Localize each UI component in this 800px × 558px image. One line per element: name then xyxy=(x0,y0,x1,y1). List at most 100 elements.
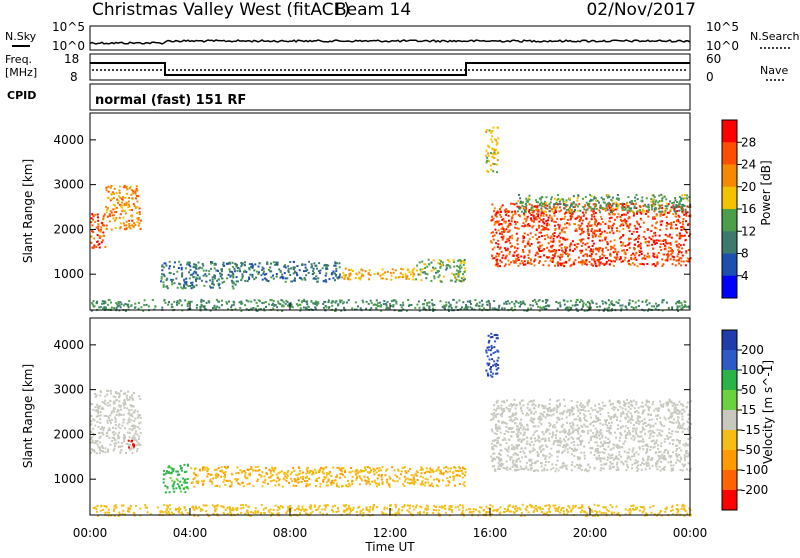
heatmap-cell xyxy=(429,485,431,487)
heatmap-cell xyxy=(438,276,440,278)
heatmap-cell xyxy=(164,299,166,301)
heatmap-cell xyxy=(293,470,295,472)
heatmap-cell xyxy=(242,482,244,484)
heatmap-cell xyxy=(681,211,683,213)
heatmap-cell xyxy=(250,466,252,468)
heatmap-cell xyxy=(136,218,138,220)
heatmap-cell xyxy=(577,205,579,207)
heatmap-cell xyxy=(228,274,230,276)
heatmap-cell xyxy=(491,345,493,347)
heatmap-cell xyxy=(606,261,608,263)
heatmap-cell xyxy=(665,205,667,207)
heatmap-cell xyxy=(497,364,499,366)
heatmap-cell xyxy=(634,225,636,227)
heatmap-cell xyxy=(586,470,588,472)
heatmap-cell xyxy=(288,271,290,273)
heatmap-cell xyxy=(475,305,477,307)
heatmap-cell xyxy=(600,467,602,469)
heatmap-cell xyxy=(130,405,132,407)
heatmap-cell xyxy=(408,479,410,481)
heatmap-cell xyxy=(471,308,473,310)
heatmap-cell xyxy=(163,470,165,472)
heatmap-cell xyxy=(458,259,460,261)
heatmap-cell xyxy=(113,401,115,403)
heatmap-cell xyxy=(209,478,211,480)
heatmap-cell xyxy=(427,471,429,473)
heatmap-cell xyxy=(118,404,120,406)
heatmap-cell xyxy=(520,201,522,203)
heatmap-cell xyxy=(658,252,660,254)
heatmap-cell xyxy=(108,437,110,439)
heatmap-cell xyxy=(506,469,508,471)
heatmap-cell xyxy=(401,470,403,472)
heatmap-cell xyxy=(117,434,119,436)
heatmap-cell xyxy=(443,467,445,469)
heatmap-cell xyxy=(614,248,616,250)
heatmap-cell xyxy=(119,192,121,194)
heatmap-cell xyxy=(107,405,109,407)
heatmap-cell xyxy=(161,307,163,309)
heatmap-cell xyxy=(562,254,564,256)
heatmap-cell xyxy=(511,431,513,433)
heatmap-cell xyxy=(365,308,367,310)
heatmap-cell xyxy=(616,254,618,256)
noise-series xyxy=(90,40,690,44)
heatmap-cell xyxy=(584,244,586,246)
heatmap-cell xyxy=(459,483,461,485)
heatmap-cell xyxy=(506,460,508,462)
heatmap-cell xyxy=(614,432,616,434)
heatmap-cell xyxy=(656,468,658,470)
heatmap-cell xyxy=(345,268,347,270)
heatmap-cell xyxy=(180,491,182,493)
heatmap-cell xyxy=(208,301,210,303)
heatmap-cell xyxy=(280,271,282,273)
heatmap-cell xyxy=(490,354,492,356)
heatmap-cell xyxy=(116,307,118,309)
heatmap-cell xyxy=(672,468,674,470)
heatmap-cell xyxy=(128,226,130,228)
heatmap-cell xyxy=(586,218,588,220)
heatmap-cell xyxy=(329,278,331,280)
heatmap-cell xyxy=(569,249,571,251)
heatmap-cell xyxy=(445,485,447,487)
heatmap-cell xyxy=(558,203,560,205)
heatmap-cell xyxy=(362,470,364,472)
heatmap-cell xyxy=(133,226,135,228)
heatmap-cell xyxy=(663,458,665,460)
heatmap-cell xyxy=(682,198,684,200)
heatmap-cell xyxy=(583,407,585,409)
heatmap-cell xyxy=(144,299,146,301)
heatmap-cell xyxy=(576,308,578,310)
heatmap-cell xyxy=(659,205,661,207)
heatmap-cell xyxy=(524,246,526,248)
heatmap-cell xyxy=(460,280,462,282)
heatmap-cell xyxy=(622,208,624,210)
heatmap-cell xyxy=(110,422,112,424)
heatmap-cell xyxy=(234,263,236,265)
heatmap-cell xyxy=(650,230,652,232)
heatmap-cell xyxy=(165,302,167,304)
heatmap-cell xyxy=(118,396,120,398)
heatmap-cell xyxy=(455,273,457,275)
heatmap-cell xyxy=(502,254,504,256)
heatmap-cell xyxy=(100,229,102,231)
heatmap-cell xyxy=(600,441,602,443)
power-heatmap xyxy=(90,127,691,312)
heatmap-cell xyxy=(566,199,568,201)
heatmap-cell xyxy=(591,214,593,216)
heatmap-cell xyxy=(136,188,138,190)
heatmap-cell xyxy=(590,225,592,227)
heatmap-cell xyxy=(496,144,498,146)
heatmap-cell xyxy=(497,127,499,129)
heatmap-cell xyxy=(663,213,665,215)
heatmap-cell xyxy=(526,412,528,414)
heatmap-cell xyxy=(394,480,396,482)
heatmap-cell xyxy=(170,472,172,474)
heatmap-cell xyxy=(612,403,614,405)
heatmap-cell xyxy=(497,211,499,213)
heatmap-cell xyxy=(621,220,623,222)
heatmap-cell xyxy=(661,204,663,206)
heatmap-cell xyxy=(661,430,663,432)
heatmap-cell xyxy=(649,426,651,428)
heatmap-cell xyxy=(123,222,125,224)
